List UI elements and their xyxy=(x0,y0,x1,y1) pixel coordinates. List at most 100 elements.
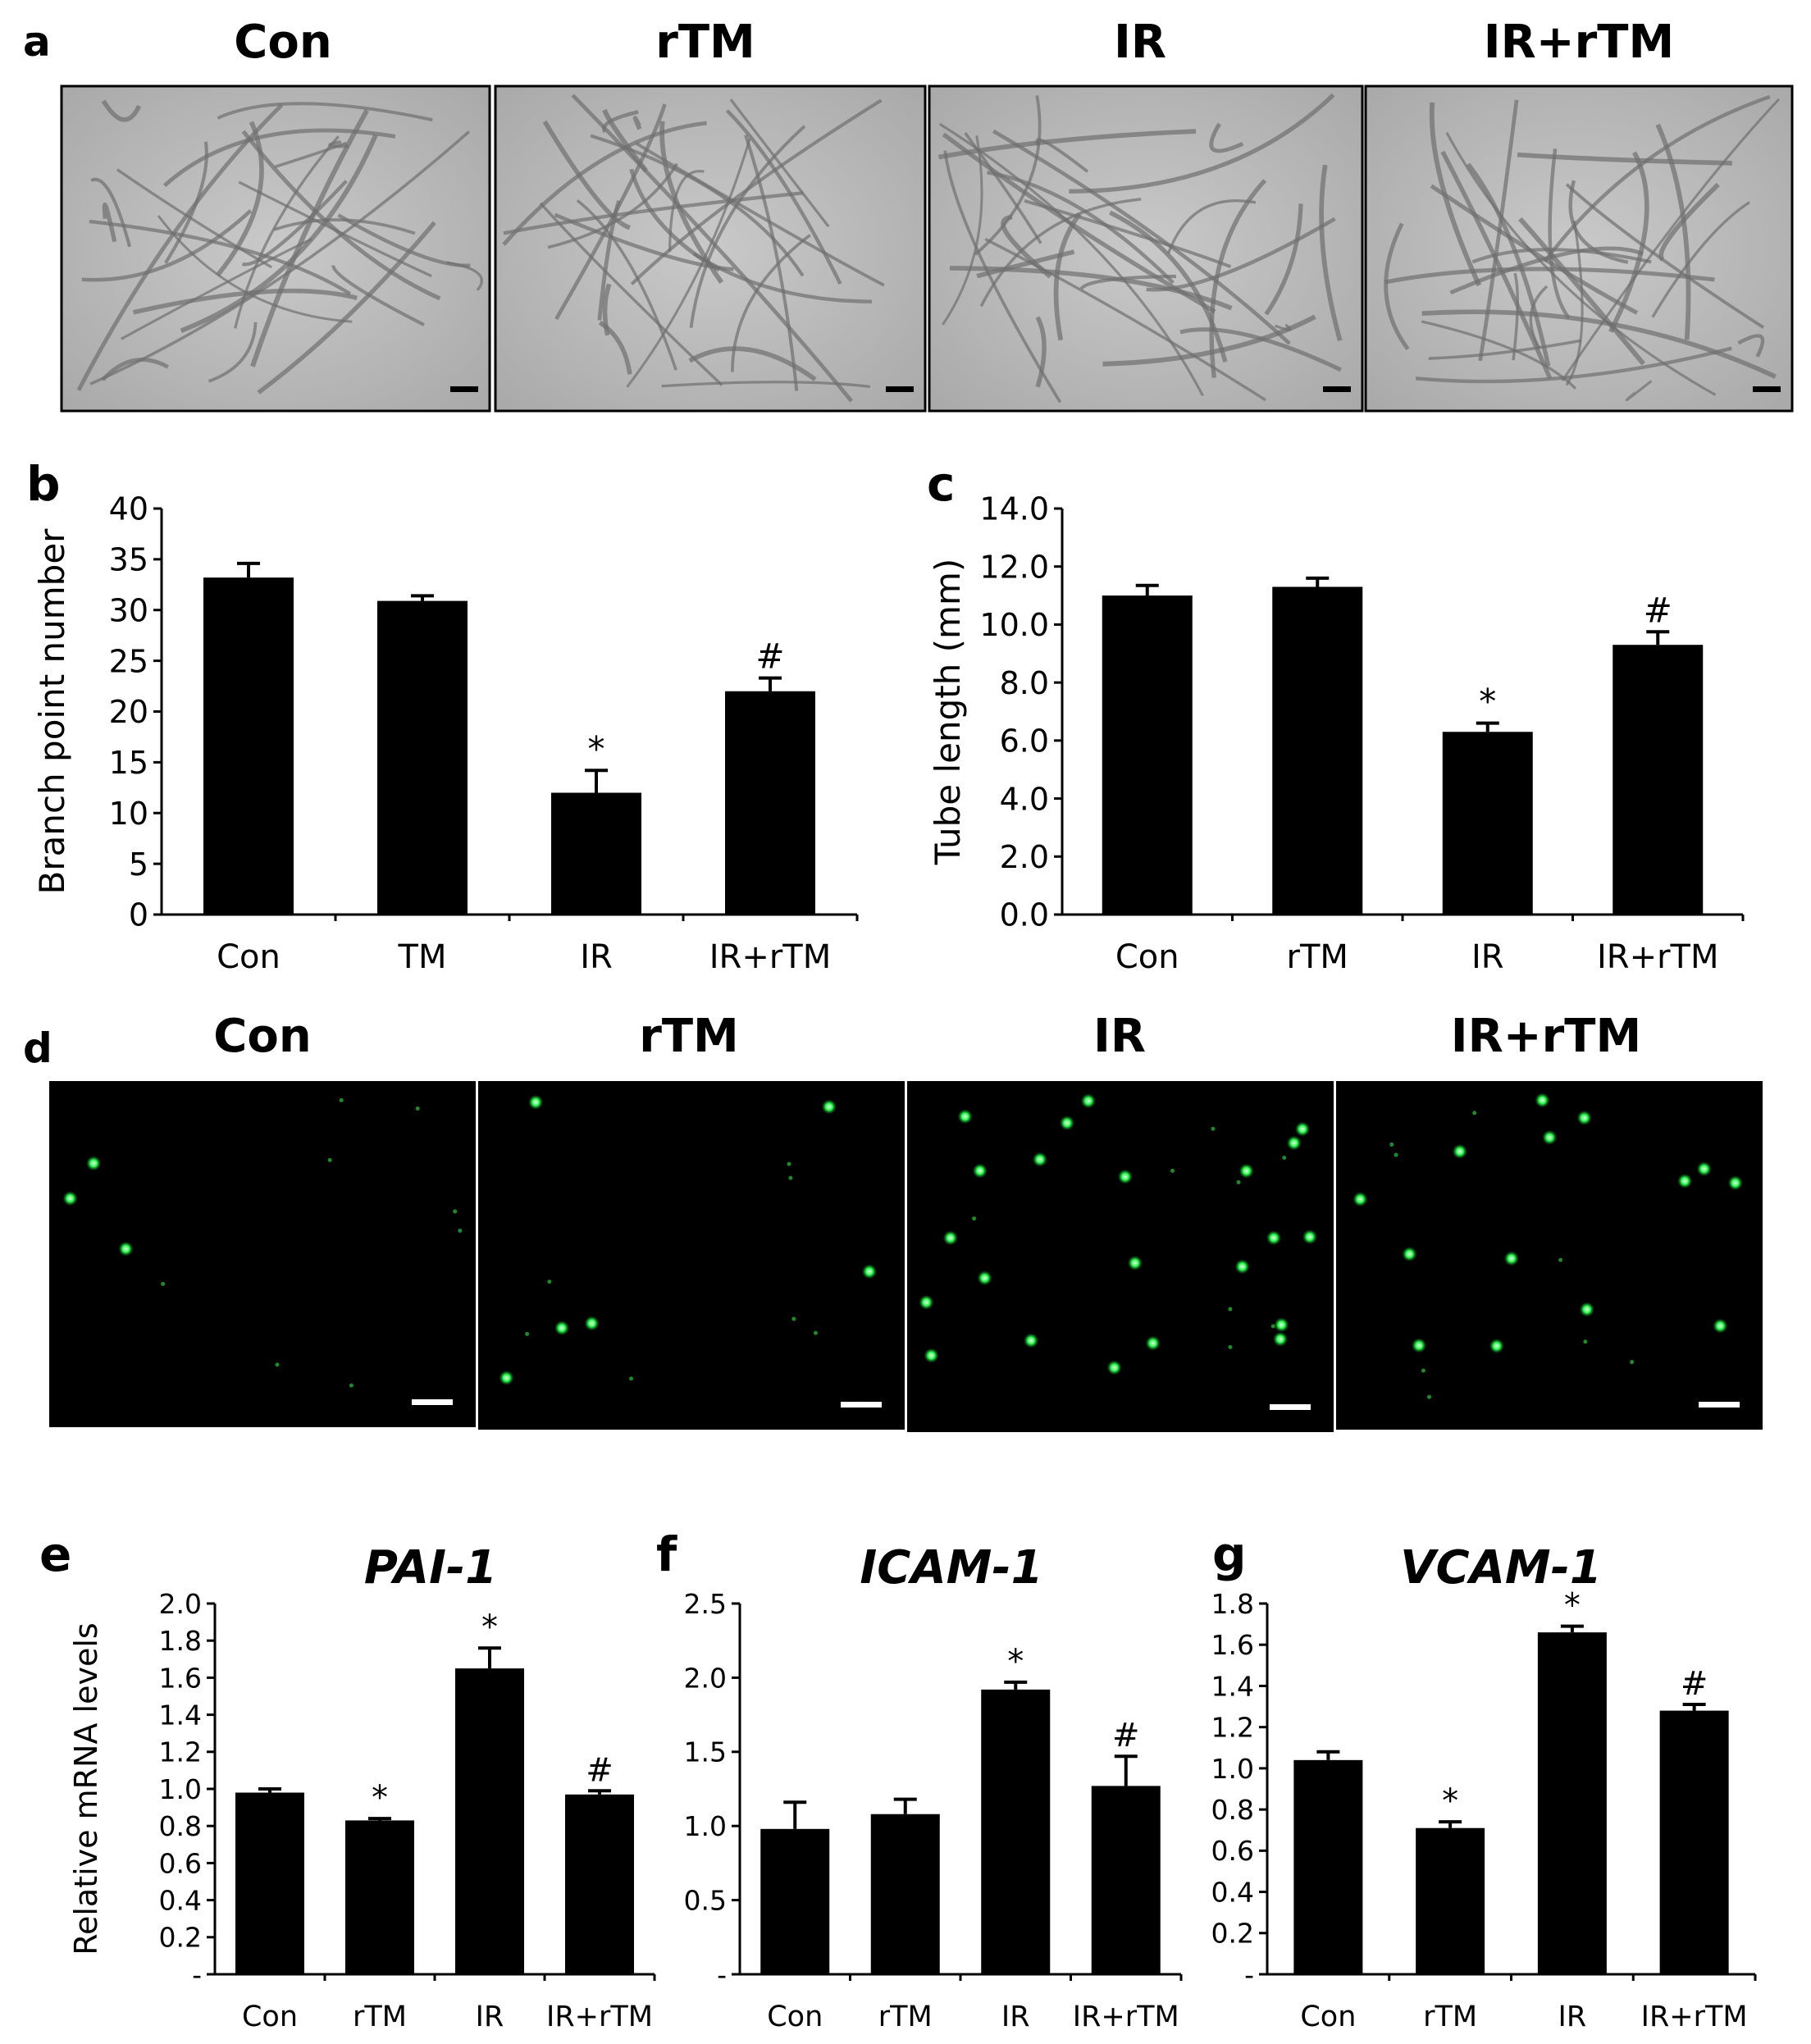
tube-network-line xyxy=(157,215,353,323)
tube-network-line xyxy=(241,180,348,267)
fluorescence-images xyxy=(49,1081,1763,1432)
tube-network-line xyxy=(1179,327,1342,372)
y-tick-label: 8.0 xyxy=(1000,665,1049,701)
y-tick-label: 0 xyxy=(129,897,148,933)
y-tick-label: 40 xyxy=(109,491,148,527)
tube-network-line xyxy=(729,98,830,228)
apoptotic-cell-dot xyxy=(584,1316,600,1331)
y-tick-label: 1.2 xyxy=(159,1736,202,1768)
tube-network-line xyxy=(1445,132,1717,396)
faint-signal-dot xyxy=(275,1362,280,1367)
tube-network-line xyxy=(602,110,639,134)
faint-signal-dot xyxy=(791,1316,796,1321)
y-tick-label: 0.2 xyxy=(1211,1918,1254,1950)
tube-network-line xyxy=(1608,151,1649,333)
chart-c: c 0.0 2.0 4.0 6.0 8.0 10.0 12.0 14.0 Tube length … xyxy=(927,456,1745,976)
faint-signal-dot xyxy=(453,1209,458,1214)
tube-network-line xyxy=(987,171,1175,285)
scale-bar xyxy=(886,386,914,392)
y-tick-label: - xyxy=(192,1959,202,1991)
tube-image-3 xyxy=(1364,84,1794,413)
tube-network-line xyxy=(1543,94,1771,263)
panel-f-letter: f xyxy=(656,1526,677,1582)
fluorescence-frame xyxy=(907,1081,1334,1432)
y-tick-label: 2.0 xyxy=(159,1588,202,1620)
apoptotic-cell-dot xyxy=(1032,1152,1047,1167)
apoptotic-cell-dot xyxy=(924,1348,939,1363)
panel-a-letter: a xyxy=(23,18,51,66)
bar xyxy=(551,792,641,915)
significance-marker: # xyxy=(1644,590,1672,630)
significance-marker: # xyxy=(1112,1717,1140,1754)
faint-signal-dot xyxy=(629,1376,634,1381)
panel-g-letter: g xyxy=(1212,1526,1247,1582)
tube-network-line xyxy=(1512,272,1519,361)
y-tick-label: 1.6 xyxy=(159,1662,202,1694)
tube-network-line xyxy=(1568,180,1629,264)
bar xyxy=(1537,1632,1607,1974)
tube-network-line xyxy=(744,134,799,391)
faint-signal-dot xyxy=(813,1330,818,1335)
bar xyxy=(981,1689,1051,1974)
chart-b: b 0 5 10 15 20 25 30 35 40 Branch point number Con T… xyxy=(26,456,859,976)
apoptotic-cell-dot xyxy=(1059,1116,1074,1131)
y-tick-label: 10.0 xyxy=(979,607,1049,643)
apoptotic-cell-dot xyxy=(1302,1230,1317,1245)
faint-signal-dot xyxy=(1394,1152,1398,1157)
x-tick-label: TM xyxy=(398,938,447,976)
tube-network-line xyxy=(102,202,117,243)
apoptotic-cell-dot xyxy=(1727,1175,1743,1191)
apoptotic-cell-dot xyxy=(1535,1093,1550,1108)
significance-marker: * xyxy=(1479,682,1496,722)
tube-network-line xyxy=(162,128,396,188)
y-tick-label: 30 xyxy=(109,592,148,628)
tube-network-line xyxy=(81,209,253,282)
panel-a-header-ir-rtm: IR+rTM xyxy=(1484,16,1674,69)
y-tick-label: 2.0 xyxy=(1000,839,1049,875)
tube-network-line xyxy=(1517,152,1732,166)
y-tick-label: 6.0 xyxy=(1000,723,1049,760)
tube-network-line xyxy=(1449,246,1644,295)
apoptotic-cell-dot xyxy=(957,1109,973,1125)
tube-network-line xyxy=(1561,98,1781,381)
y-tick-label: 1.4 xyxy=(1211,1670,1254,1702)
tube-network-line xyxy=(1625,380,1653,402)
apoptotic-cell-dot xyxy=(919,1294,934,1310)
tube-network-line xyxy=(571,94,853,403)
x-tick-label: IR xyxy=(580,938,613,976)
panel-a-header-rtm: rTM xyxy=(655,16,755,69)
tube-network-line xyxy=(132,288,358,315)
fluorescence-image-1 xyxy=(478,1081,905,1430)
tube-network-line xyxy=(976,249,1075,279)
bar xyxy=(203,577,294,915)
x-tick-label: Con xyxy=(767,2001,823,2033)
fluorescence-image-3 xyxy=(1336,1081,1763,1430)
scale-bar xyxy=(1753,386,1781,392)
x-tick-label: Con xyxy=(217,938,281,976)
fluorescence-frame xyxy=(478,1081,905,1430)
apoptotic-cell-dot xyxy=(1080,1093,1096,1109)
tube-network-line xyxy=(101,99,142,122)
x-tick-label: Con xyxy=(1115,938,1179,976)
tube-network-line xyxy=(1264,203,1303,316)
tube-network-line xyxy=(1069,93,1335,194)
faint-signal-dot xyxy=(1421,1368,1426,1373)
apoptotic-cell-dot xyxy=(861,1264,877,1280)
tube-network-line xyxy=(1415,346,1732,384)
tube-network-line xyxy=(974,95,1042,256)
apoptotic-cell-dot xyxy=(1234,1259,1250,1275)
y-tick-label: 0.0 xyxy=(1000,897,1049,933)
apoptotic-cell-dot xyxy=(1677,1173,1693,1189)
y-tick-label: 1.6 xyxy=(1211,1629,1254,1661)
tube-network-line xyxy=(1102,314,1316,367)
faint-signal-dot xyxy=(1282,1156,1287,1161)
tube-network-line xyxy=(502,121,707,246)
faint-signal-dot xyxy=(1472,1111,1477,1116)
x-tick-label: IR xyxy=(1558,2001,1587,2033)
faint-signal-dot xyxy=(415,1106,420,1111)
y-tick-label: 0.8 xyxy=(1211,1794,1254,1826)
apoptotic-cell-dot xyxy=(821,1099,837,1115)
faint-signal-dot xyxy=(327,1157,332,1162)
apoptotic-cell-dot xyxy=(1024,1333,1039,1348)
tube-network-line xyxy=(688,346,817,381)
